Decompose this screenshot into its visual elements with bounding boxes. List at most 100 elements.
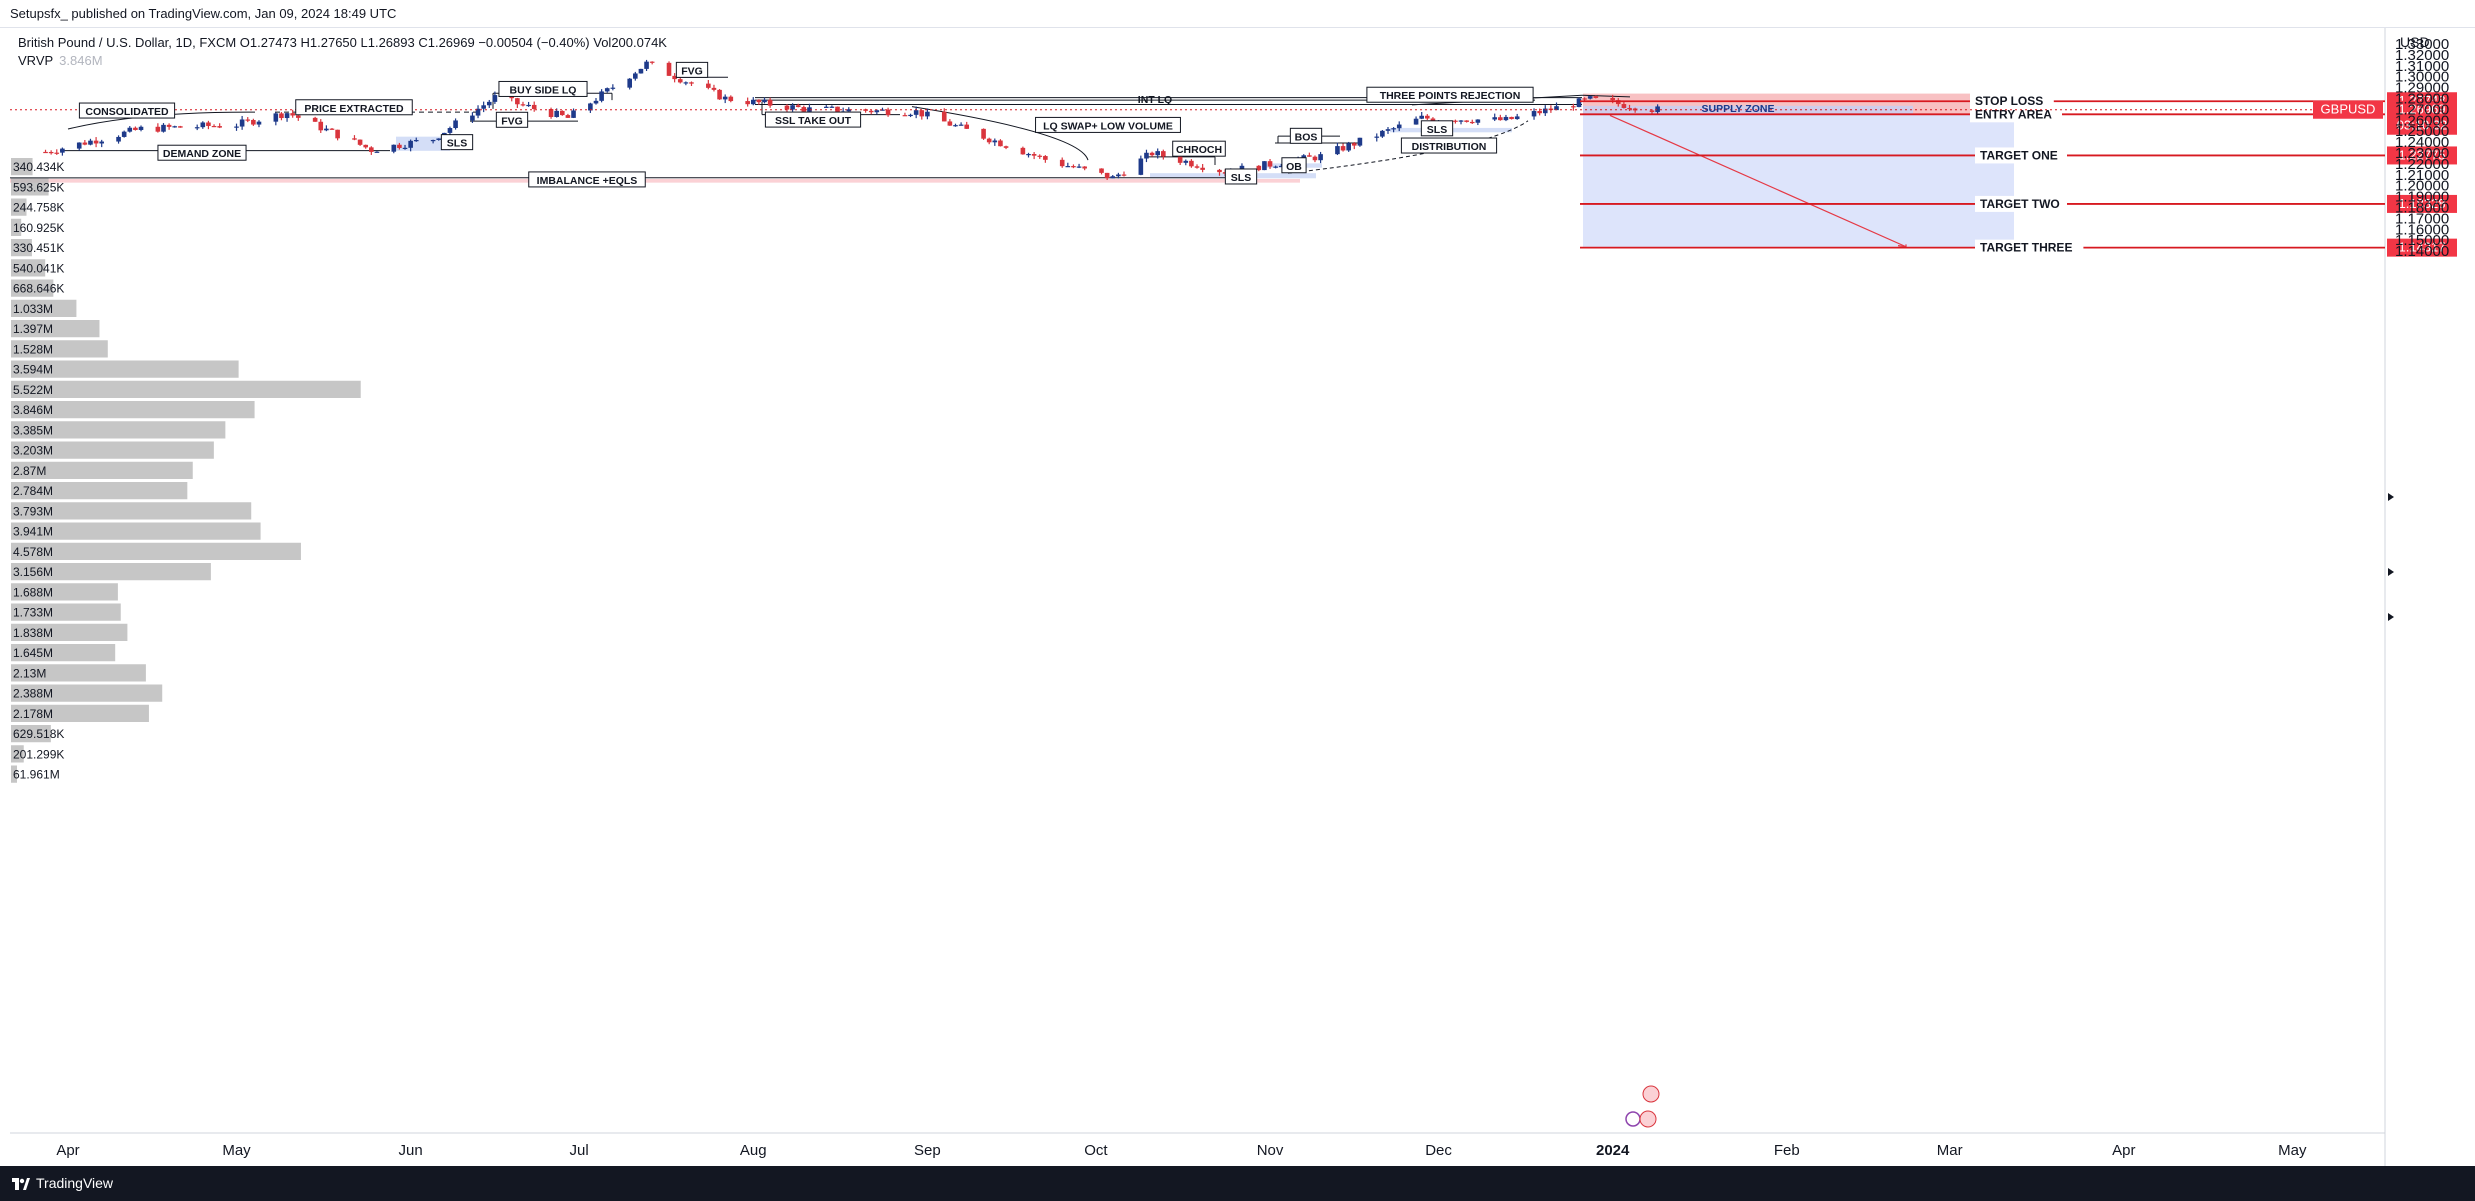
candle-body (672, 75, 677, 80)
volume-profile-bar (11, 320, 100, 338)
volume-profile-bar (11, 421, 226, 439)
economic-event-icon[interactable] (1642, 1085, 1660, 1103)
annotation-label: IMBALANCE +EQLS (537, 175, 638, 187)
dividend-event-icon[interactable] (1625, 1111, 1641, 1127)
time-axis-tick: Jun (399, 1142, 423, 1159)
candle-body (1554, 106, 1559, 111)
candle-body (868, 110, 874, 113)
time-axis-tick: Mar (1937, 1142, 1963, 1159)
candle-body (453, 120, 458, 129)
candle-body (649, 61, 655, 63)
time-axis-tick: 2024 (1596, 1142, 1630, 1159)
vrvp-value: 3.846M (59, 53, 103, 68)
candle-body (318, 121, 324, 131)
volume-profile-bar (11, 279, 54, 297)
volume-profile-bar (11, 178, 49, 196)
volume-profile-bar (11, 583, 118, 601)
candle-body (1138, 158, 1144, 175)
candle-body (93, 140, 99, 144)
volume-profile-label: 160.925K (13, 221, 64, 235)
volume-profile-label: 3.385M (13, 423, 53, 437)
trade-level-label-bg (1970, 106, 2062, 123)
annotation-label: INT LQ (1138, 94, 1172, 106)
volume-profile-label: 330.451K (13, 241, 64, 255)
volume-profile-bar (11, 259, 46, 277)
volume-profile-label: 3.203M (13, 444, 53, 458)
candle-body (155, 126, 161, 132)
candle-body (486, 101, 492, 106)
volume-profile-bar (11, 522, 261, 540)
time-axis-tick: Oct (1084, 1142, 1108, 1159)
volume-profile-bar (11, 664, 146, 682)
volume-profile-label: 2.388M (13, 687, 53, 701)
annotation-box (675, 61, 709, 78)
candle-body (273, 113, 279, 122)
time-axis-tick: Jul (570, 1142, 589, 1159)
volume-profile-label: 540.041K (13, 261, 64, 275)
candle-body (846, 109, 852, 112)
price-axis-tick: 1.32000 (2395, 47, 2449, 64)
volume-profile-label: 4.578M (13, 545, 53, 559)
candle-body (1043, 156, 1048, 160)
vrvp-label: VRVP (18, 53, 54, 68)
price-axis-tick: 1.31000 (2395, 58, 2449, 75)
price-axis-tick: 1.14000 (2395, 243, 2449, 260)
candle-body (1571, 106, 1576, 108)
candle-body (60, 148, 65, 153)
time-axis-tick: May (222, 1142, 251, 1159)
candle-body (1177, 156, 1183, 163)
candle-body (1307, 155, 1312, 157)
candle-body (633, 73, 638, 79)
volume-profile-bar (11, 542, 301, 560)
candle-body (43, 151, 48, 154)
candle-body (689, 82, 694, 84)
trade-level-label: TARGET THREE (1980, 241, 2072, 255)
annotation-box (498, 80, 588, 97)
trade-level-label-bg (1975, 239, 2084, 256)
candle-body (217, 126, 222, 128)
candle-body (1189, 160, 1194, 167)
candle-body (1340, 146, 1346, 151)
candle-body (919, 110, 925, 117)
candle-body (357, 139, 363, 145)
candle-body (1419, 115, 1424, 119)
candle-body (1587, 96, 1593, 99)
price-axis-tick: 1.33000 (2395, 36, 2449, 53)
volume-profile-bar (11, 360, 239, 378)
price-chart[interactable]: 340.434K 593.625K 244.758K 160.925K 330.451K… (0, 0, 2475, 1166)
annotation-label: CHROCH (1176, 144, 1222, 156)
time-axis-tick: Sep (914, 1142, 941, 1159)
annotation-label: OB (1286, 161, 1302, 173)
symbol-ohlc-line[interactable]: British Pound / U.S. Dollar, 1D, FXCM O1… (18, 35, 667, 50)
candle-body (295, 115, 301, 118)
candle-body (728, 96, 734, 102)
price-axis-arrow-icon (2388, 493, 2394, 501)
annotation-label: FVG (501, 115, 523, 127)
candle-body (986, 138, 992, 143)
vrvp-indicator[interactable]: VRVP 3.846M (18, 52, 667, 70)
trade-level-label: ENTRY AREA (1975, 107, 2052, 121)
annotation-label: FVG (681, 65, 703, 77)
candle-body (711, 87, 717, 90)
volume-profile-label: 340.434K (13, 160, 64, 174)
annotation-box (764, 111, 862, 128)
symbol-badge (2313, 100, 2383, 119)
candle-body (823, 106, 829, 108)
candle-body (138, 126, 144, 130)
candle-body (200, 122, 206, 128)
candle-body (1391, 128, 1396, 130)
volume-profile-label: 1.645M (13, 646, 53, 660)
volume-profile-bar (11, 603, 121, 621)
target-arrow-head (1897, 244, 1907, 248)
candle-body (374, 151, 380, 153)
candle-body (925, 111, 930, 117)
chart-legend: British Pound / U.S. Dollar, 1D, FXCM O1… (18, 34, 667, 70)
volume-profile-bar (11, 684, 163, 702)
flag-event-icon[interactable] (1639, 1110, 1657, 1128)
candle-body (116, 136, 121, 142)
candle-body (1161, 151, 1166, 157)
annotation-box (1420, 120, 1454, 137)
annotation-box (1289, 127, 1323, 144)
candle-body (880, 109, 885, 111)
volume-profile-label: 1.688M (13, 585, 53, 599)
